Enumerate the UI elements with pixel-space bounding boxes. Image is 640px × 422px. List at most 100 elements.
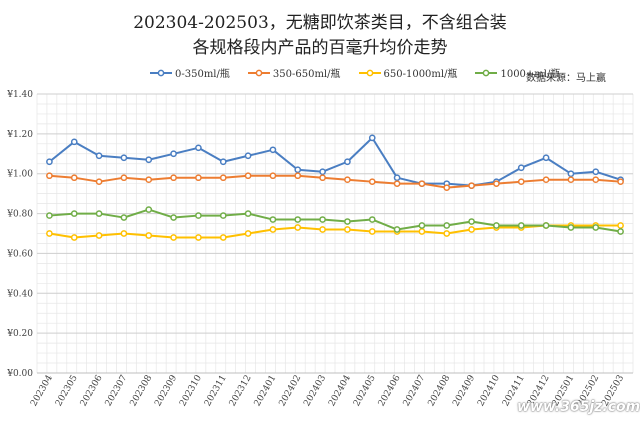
legend-label-1000plus-ml: 1000+ml/瓶 [500,69,561,80]
y-tick-label: ¥0.40 [6,289,33,299]
data-point [70,234,78,241]
legend-item-0-350ml: 0-350ml/瓶 [150,65,230,80]
data-point [244,152,252,160]
legend-label-650-1000ml: 650-1000ml/瓶 [383,69,458,80]
data-point [269,146,277,154]
data-source-note: 数据来源：马上赢 [526,73,606,84]
legend-swatch-350-650ml [247,69,270,76]
series-line [48,136,621,187]
data-point [244,172,252,180]
data-point [195,212,202,219]
y-tick-label: ¥0.60 [6,249,33,259]
data-point [46,212,53,219]
data-point [195,174,202,182]
data-point [493,180,500,188]
data-point [418,222,426,229]
data-point [244,230,252,237]
data-point [344,218,351,225]
legend-swatch-1000plus-ml [475,69,498,76]
data-point [468,218,475,225]
data-point [219,174,227,182]
legend-swatch-650-1000ml [358,69,381,76]
legend-swatch-0-350ml [150,69,172,76]
x-tick-label: 202408 [427,373,453,408]
data-point [195,144,202,152]
data-point [368,134,376,142]
y-tick-label: ¥1.40 [6,90,33,100]
data-point [443,230,451,237]
series-line [49,208,621,233]
data-point [319,168,326,176]
data-point [219,234,227,241]
x-tick-label: 202410 [476,373,502,408]
data-point [517,178,525,186]
y-tick-label: ¥0.20 [6,329,33,339]
legend-label-0-350ml: 0-350ml/瓶 [175,69,230,80]
series-group [46,206,624,235]
data-point [170,234,177,241]
data-point [46,158,53,166]
data-point [567,224,575,231]
x-tick-label: 202401 [253,374,279,409]
data-point [269,216,277,223]
data-point [319,226,326,233]
x-tick-label: 202309 [153,373,179,408]
watermark: www.365jz.com [517,399,640,415]
x-tick-label: 202304 [29,373,55,408]
data-point [443,184,451,192]
data-point [244,210,252,217]
x-tick-label: 202403 [302,373,328,408]
data-point [617,178,624,186]
x-tick-label: 202402 [278,374,304,409]
data-point [393,226,401,233]
data-point [95,232,103,239]
data-point [468,182,475,190]
series-line [49,224,621,239]
data-point [95,152,103,160]
data-point [617,222,624,229]
legend-label-350-650ml: 350-650ml/瓶 [272,69,341,80]
data-point [344,158,351,166]
data-point [46,172,53,180]
y-tick-label: ¥1.20 [6,130,33,140]
data-point [393,180,401,188]
chart-title: 202304-202503，无糖即饮茶类目，不含组合装 [133,13,507,33]
data-point [219,158,227,166]
data-point [368,228,376,235]
data-point [294,216,302,223]
data-point [70,210,78,217]
data-point [468,226,475,233]
data-point [592,168,600,176]
data-point [219,212,227,219]
x-tick-label: 202405 [352,373,378,408]
data-point [269,172,277,180]
data-point [95,178,103,186]
data-point [319,216,326,223]
data-point [368,216,376,223]
legend-item-350-650ml: 350-650ml/瓶 [247,65,341,80]
series-line [49,174,621,189]
data-point [120,230,128,237]
legend-item-1000plus-ml: 1000+ml/瓶 [475,65,560,80]
x-tick-label: 202406 [377,373,403,408]
data-point [170,150,177,158]
data-point [368,178,376,186]
x-tick-label: 202311 [203,374,229,409]
x-tick-label: 202404 [327,373,353,408]
data-point [517,164,525,172]
data-point [542,222,550,229]
data-point [120,214,128,221]
data-point [418,180,426,188]
data-point [269,226,277,233]
chart-series [46,134,624,241]
data-point [170,214,177,221]
chart-legend: 0-350ml/瓶 350-650ml/瓶 650-1000ml/瓶 1000+… [150,65,560,80]
y-tick-label: ¥1.00 [6,170,33,180]
data-point [120,154,128,162]
series-group [46,172,624,192]
data-point [517,222,525,229]
x-tick-label: 202308 [129,373,155,408]
data-point [170,174,177,182]
data-point [46,230,53,237]
